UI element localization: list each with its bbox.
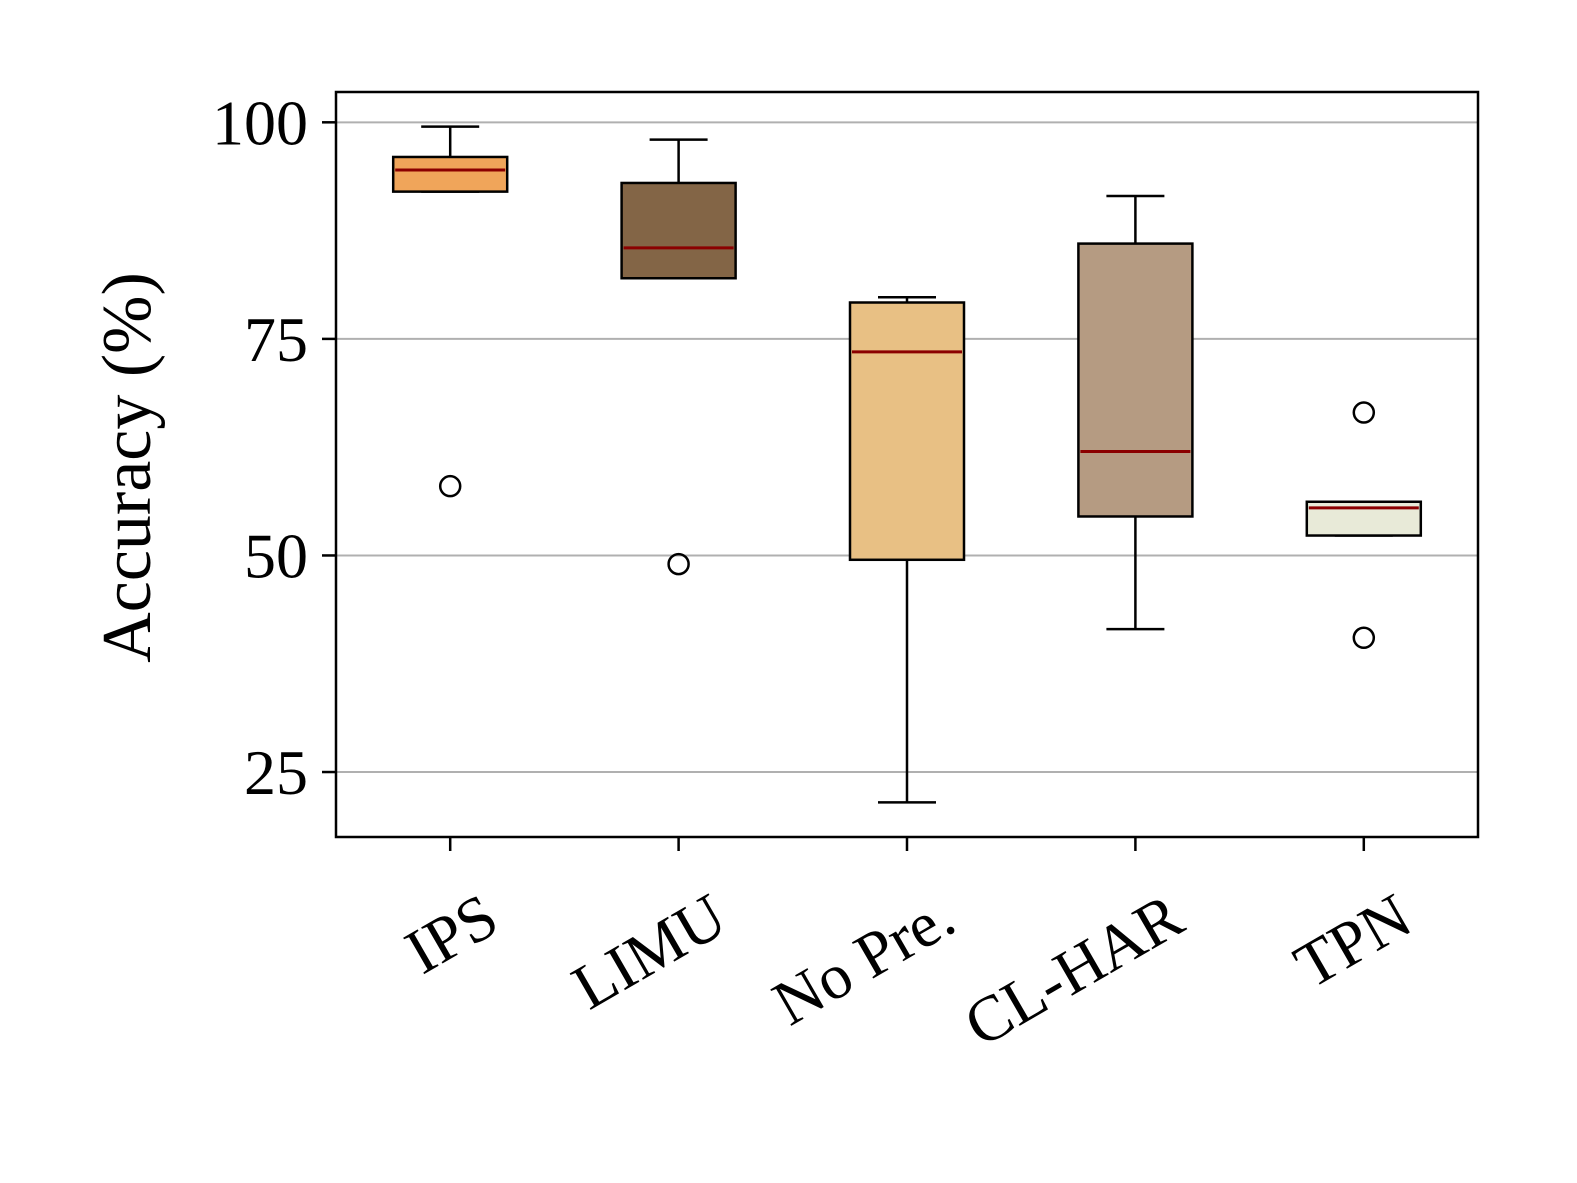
outlier-point (667, 552, 690, 576)
outlier-point (1352, 401, 1376, 424)
box-iqr (1077, 242, 1194, 518)
plot-frame (334, 90, 1480, 839)
outlier-point (1352, 626, 1376, 650)
x-axis-ticks: IPS LIMU No Pre.CL-HAR TPN (394, 837, 1423, 1060)
y-axis-ticks: 25 50 75 100 (212, 87, 336, 808)
box-iqr (620, 181, 737, 280)
outlier-point (438, 474, 462, 498)
box-group-1 (620, 138, 737, 576)
box-iqr (391, 155, 509, 193)
x-tick-label: TPN (1283, 880, 1423, 1002)
y-axis-label: Accuracy (%) (89, 272, 166, 663)
y-tick-label: 75 (244, 304, 308, 375)
x-tick-label: LIMU (560, 880, 737, 1023)
box-group-4 (1305, 401, 1423, 650)
boxes (391, 125, 1423, 804)
y-tick-label: 50 (244, 520, 308, 591)
box-group-0 (391, 125, 509, 498)
y-tick-label: 25 (244, 737, 308, 808)
box-group-2 (848, 296, 966, 804)
box-iqr (848, 301, 966, 562)
box-group-3 (1077, 194, 1194, 631)
x-tick-label: IPS (394, 880, 510, 988)
y-tick-label: 100 (212, 87, 308, 158)
x-tick-label: CL-HAR (953, 879, 1195, 1060)
x-tick-label: No Pre. (761, 880, 966, 1039)
